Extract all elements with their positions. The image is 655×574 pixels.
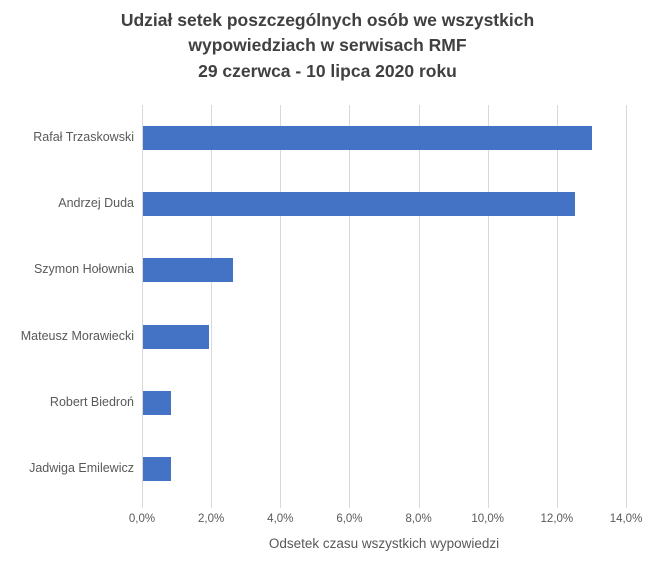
gridline bbox=[280, 105, 282, 508]
category-label: Robert Biedroń bbox=[49, 394, 134, 409]
x-tick-label: 2,0% bbox=[198, 513, 225, 525]
bar-2 bbox=[143, 192, 576, 217]
category-label: Andrzej Duda bbox=[58, 196, 134, 211]
bar-3 bbox=[143, 258, 233, 283]
chart-title-line-3: 29 czerwca - 10 lipca 2020 roku bbox=[198, 60, 457, 81]
plot-area bbox=[142, 105, 627, 508]
bar-1 bbox=[143, 126, 593, 151]
category-label: Rafał Trzaskowski bbox=[33, 130, 134, 145]
x-tick-label: 10,0% bbox=[471, 513, 504, 525]
bar-4 bbox=[143, 324, 209, 349]
gridline bbox=[487, 105, 489, 508]
bar-5 bbox=[143, 390, 171, 415]
x-tick-label: 8,0% bbox=[405, 513, 432, 525]
gridline bbox=[418, 105, 420, 508]
gridline bbox=[556, 105, 558, 508]
category-label: Mateusz Morawiecki bbox=[20, 328, 134, 343]
gridline bbox=[211, 105, 213, 508]
gridline bbox=[626, 105, 627, 508]
chart-title-line-1: Udział setek poszczególnych osób we wszy… bbox=[120, 10, 535, 30]
x-axis-ticks: 0,0% 2,0% 4,0% 6,0% 8,0% 10,0% 12,0% 14,0% bbox=[129, 513, 642, 529]
x-axis-title: Odsetek czasu wszystkich wypowiedzi bbox=[268, 536, 500, 551]
x-tick-label: 6,0% bbox=[336, 513, 363, 525]
bar-6 bbox=[143, 456, 171, 481]
x-tick-label: 0,0% bbox=[128, 513, 156, 525]
gridline bbox=[142, 105, 143, 508]
category-label: Jadwiga Emilewicz bbox=[29, 460, 134, 475]
x-tick-label: 14,0% bbox=[609, 513, 643, 525]
category-axis: Rafał Trzaskowski Andrzej Duda Szymon Hoło… bbox=[0, 105, 134, 502]
chart-title-line-2: wypowiedziach w serwisach RMF bbox=[188, 35, 467, 56]
gridline bbox=[349, 105, 351, 508]
x-tick-label: 4,0% bbox=[267, 513, 294, 525]
category-label: Szymon Hołownia bbox=[33, 262, 134, 277]
chart-title: Udział setek poszczególnych osób we wszy… bbox=[0, 8, 655, 84]
x-tick-label: 12,0% bbox=[540, 513, 574, 525]
